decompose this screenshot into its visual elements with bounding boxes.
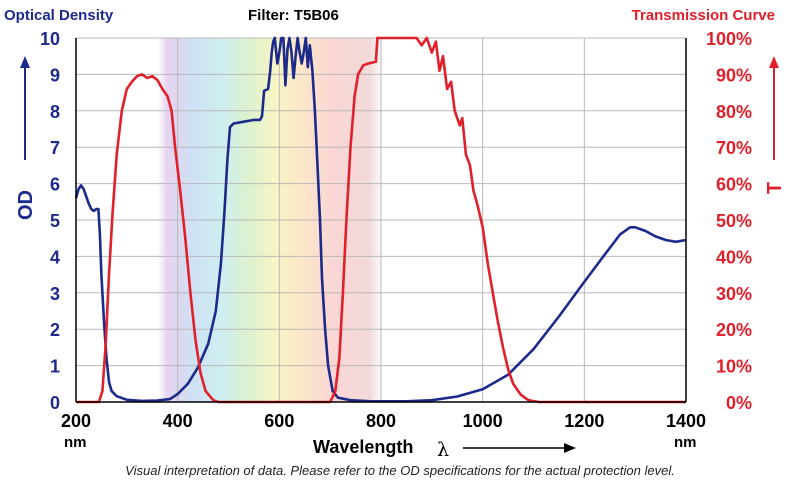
right-tick-label: 50%	[716, 211, 752, 231]
left-tick-label: 7	[50, 138, 60, 158]
left-axis-label: OD	[15, 190, 37, 220]
left-axis-title: Optical Density	[4, 7, 114, 24]
x-axis-label: Wavelength	[313, 437, 413, 457]
left-tick-label: 9	[50, 65, 60, 85]
left-tick-label: 8	[50, 102, 60, 122]
x-tick-label: 800	[366, 411, 396, 431]
right-tick-label: 100%	[706, 29, 752, 49]
x-axis-symbol: λ	[437, 439, 449, 461]
chart-title: Filter: T5B06	[248, 7, 339, 24]
x-tick-label: 200	[61, 411, 91, 431]
left-tick-label: 6	[50, 175, 60, 195]
left-axis-ticks: 0 1 2 3 4 5 6 7 8 9 10	[40, 29, 60, 413]
left-tick-label: 10	[40, 29, 60, 49]
left-tick-label: 3	[50, 284, 60, 304]
x-axis-arrowhead	[564, 443, 576, 453]
series-line-od	[74, 36, 687, 403]
x-tick-label: 1000	[463, 411, 503, 431]
left-tick-label: 0	[50, 393, 60, 413]
x-tick-label: 1200	[564, 411, 604, 431]
left-tick-label: 4	[50, 247, 60, 267]
right-tick-label: 10%	[716, 357, 752, 377]
right-axis-ticks: 0% 10% 20% 30% 40% 50% 60% 70% 80% 90% 100%	[706, 29, 752, 413]
x-tick-label: 400	[163, 411, 193, 431]
right-tick-label: 90%	[716, 65, 752, 85]
left-tick-label: 1	[50, 357, 60, 377]
disclaimer-text: Visual interpretation of data. Please re…	[125, 463, 675, 478]
right-tick-label: 20%	[716, 320, 752, 340]
right-tick-label: 80%	[716, 102, 752, 122]
x-tick-label: 1400	[666, 411, 706, 431]
series-line-transmission	[76, 36, 686, 404]
x-tick-label: 600	[264, 411, 294, 431]
right-tick-label: 70%	[716, 138, 752, 158]
right-tick-label: 30%	[716, 284, 752, 304]
x-unit-left: nm	[64, 434, 87, 451]
x-unit-right: nm	[674, 434, 697, 451]
right-tick-label: 60%	[716, 175, 752, 195]
right-axis-arrowhead	[769, 56, 779, 68]
left-tick-label: 5	[50, 211, 60, 231]
right-tick-label: 0%	[726, 393, 752, 413]
right-axis-title: Transmission Curve	[632, 7, 775, 24]
x-axis-ticks: 200 400 600 800 1000 1200 1400	[61, 411, 706, 431]
right-axis-label: T	[764, 182, 786, 194]
left-tick-label: 2	[50, 320, 60, 340]
left-axis-arrowhead	[20, 56, 30, 68]
right-tick-label: 40%	[716, 247, 752, 267]
